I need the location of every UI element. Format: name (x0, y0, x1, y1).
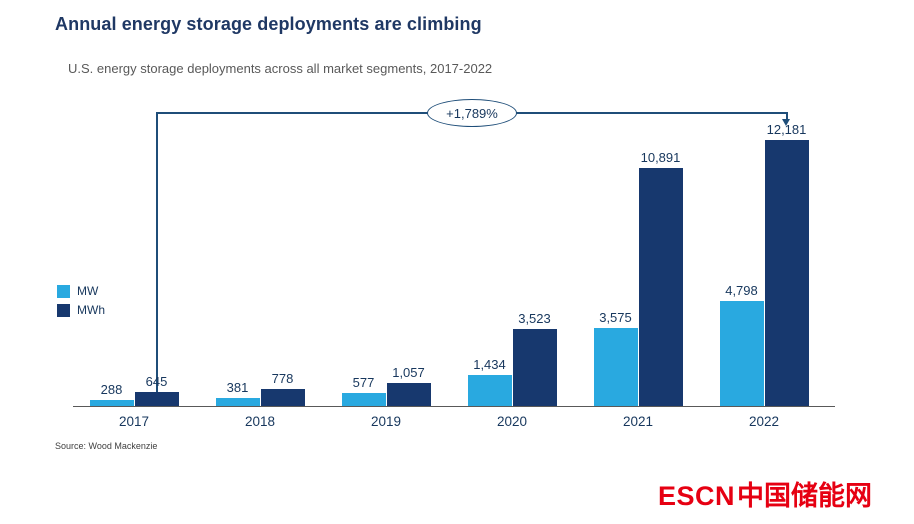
bar-value-label: 1,434 (473, 357, 506, 372)
bar-col-mwh-2020: 3,523 (512, 311, 557, 406)
bar-rect-mw-2017 (89, 400, 134, 406)
bar-col-mwh-2021: 10,891 (638, 150, 683, 406)
bar-col-mwh-2018: 778 (260, 371, 305, 406)
bar-chart: MW MWh +1,789% 288 645 381 778 577 1,057 1,434… (55, 99, 855, 435)
annotation-line-right (786, 112, 788, 119)
bar-rect-mw-2020 (467, 375, 512, 406)
logo-chinese-text: 中国储能网 (737, 481, 872, 511)
x-axis-label-2020: 2020 (496, 414, 528, 429)
bar-col-mw-2021: 3,575 (593, 310, 638, 406)
bar-value-label: 1,057 (392, 365, 425, 380)
bar-value-label: 3,523 (518, 311, 551, 326)
page-title: Annual energy storage deployments are cl… (55, 14, 482, 34)
chart-subtitle: U.S. energy storage deployments across a… (68, 61, 493, 76)
mwh-color-swatch (57, 303, 70, 317)
bar-value-label: 12,181 (766, 122, 807, 137)
bar-value-label: 645 (145, 374, 168, 389)
x-axis-label-2017: 2017 (118, 414, 150, 429)
bar-group-2017: 288 645 (89, 374, 179, 406)
annotation-arrowhead-icon (782, 119, 790, 126)
mw-color-swatch (57, 284, 70, 298)
bar-col-mw-2019: 577 (341, 375, 386, 406)
bar-value-label: 10,891 (640, 150, 681, 165)
x-axis-line (73, 406, 835, 407)
bar-col-mwh-2019: 1,057 (386, 365, 431, 406)
x-axis-label-2022: 2022 (748, 414, 780, 429)
legend-item-mwh: MWh (57, 303, 105, 317)
bar-col-mwh-2022: 12,181 (764, 122, 809, 406)
legend-item-mw: MW (57, 284, 105, 298)
legend-label-mwh: MWh (77, 303, 105, 317)
bar-value-label: 577 (352, 375, 375, 390)
bar-col-mw-2022: 4,798 (719, 283, 764, 406)
bar-rect-mwh-2022 (764, 140, 809, 406)
bar-rect-mw-2018 (215, 398, 260, 406)
bar-col-mwh-2017: 645 (134, 374, 179, 406)
bar-value-label: 288 (100, 382, 123, 397)
logo: ESCN中国储能网 (658, 474, 872, 513)
annotation-line-left (156, 112, 158, 392)
bar-rect-mwh-2017 (134, 392, 179, 406)
bars-area: 288 645 381 778 577 1,057 1,434 3,523 3,575 10,89… (89, 116, 809, 406)
annotation-label: +1,789% (446, 105, 498, 121)
x-axis-labels: 2017 2018 2019 2020 2021 2022 (89, 414, 809, 429)
bar-value-label: 4,798 (725, 283, 758, 298)
bar-group-2018: 381 778 (215, 371, 305, 406)
bar-col-mw-2017: 288 (89, 382, 134, 406)
bar-col-mw-2020: 1,434 (467, 357, 512, 406)
bar-rect-mwh-2019 (386, 383, 431, 406)
x-axis-label-2019: 2019 (370, 414, 402, 429)
source-note: Source: Wood Mackenzie (55, 441, 158, 451)
bar-rect-mwh-2020 (512, 329, 557, 406)
logo-escn-text: ESCN (657, 481, 735, 511)
x-axis-label-2018: 2018 (244, 414, 276, 429)
bar-rect-mwh-2018 (260, 389, 305, 406)
annotation-badge: +1,789% (427, 99, 517, 127)
legend-label-mw: MW (77, 284, 99, 298)
bar-col-mw-2018: 381 (215, 380, 260, 406)
bar-rect-mw-2019 (341, 393, 386, 406)
x-axis-label-2021: 2021 (622, 414, 654, 429)
bar-group-2019: 577 1,057 (341, 365, 431, 406)
chart-legend: MW MWh (57, 284, 105, 322)
bar-group-2021: 3,575 10,891 (593, 150, 683, 406)
bar-value-label: 778 (271, 371, 294, 386)
bar-value-label: 381 (226, 380, 249, 395)
bar-group-2020: 1,434 3,523 (467, 311, 557, 406)
bar-value-label: 3,575 (599, 310, 632, 325)
bar-group-2022: 4,798 12,181 (719, 122, 809, 406)
bar-rect-mwh-2021 (638, 168, 683, 406)
bar-rect-mw-2021 (593, 328, 638, 406)
bar-rect-mw-2022 (719, 301, 764, 406)
